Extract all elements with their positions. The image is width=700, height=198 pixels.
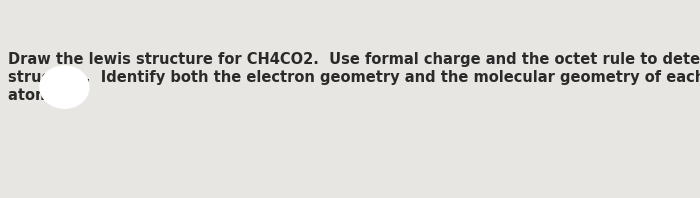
Ellipse shape	[39, 65, 90, 109]
Text: Draw the lewis structure for CH4CO2.  Use formal charge and the octet rule to de: Draw the lewis structure for CH4CO2. Use…	[8, 52, 700, 67]
Text: structure.  Identify both the electron geometry and the molecular geometry of ea: structure. Identify both the electron ge…	[8, 70, 700, 85]
Text: atoms. (: atoms. (	[8, 88, 77, 103]
